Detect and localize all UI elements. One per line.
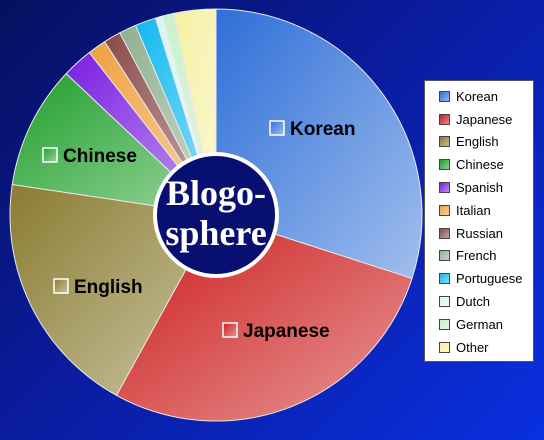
legend-swatch-other: [439, 341, 450, 353]
legend-item-french: French: [439, 245, 533, 268]
legend-item-korean: Korean: [439, 85, 533, 108]
legend-swatch-italian: [439, 204, 450, 216]
legend-swatch-german: [439, 318, 450, 330]
legend-item-german: German: [439, 313, 533, 336]
legend-label-korean: Korean: [456, 88, 498, 104]
legend-item-japanese: Japanese: [439, 108, 533, 131]
legend-swatch-french: [439, 250, 450, 262]
slice-label-korean: Korean: [290, 119, 355, 140]
legend-swatch-japanese: [439, 113, 450, 125]
legend-item-spanish: Spanish: [439, 176, 533, 199]
legend-swatch-chinese: [439, 159, 450, 171]
legend-swatch-portuguese: [439, 273, 450, 285]
legend-item-other: Other: [439, 336, 533, 359]
legend-item-dutch: Dutch: [439, 290, 533, 313]
legend-label-german: German: [456, 316, 503, 332]
legend-label-portuguese: Portuguese: [456, 271, 523, 287]
slice-label-swatch-japanese: [222, 322, 238, 338]
legend-label-spanish: Spanish: [456, 180, 503, 196]
legend-label-chinese: Chinese: [456, 157, 504, 173]
slice-label-chinese: Chinese: [63, 146, 137, 167]
legend-label-french: French: [456, 248, 497, 264]
slice-label-swatch-korean: [269, 120, 285, 136]
legend-item-portuguese: Portuguese: [439, 267, 533, 290]
legend-item-chinese: Chinese: [439, 153, 533, 176]
center-circle: [153, 152, 279, 278]
slice-labels: Korean Japanese English Chinese: [42, 119, 355, 342]
slice-label-swatch-chinese: [42, 147, 58, 163]
legend-swatch-dutch: [439, 296, 450, 308]
legend-swatch-russian: [439, 227, 450, 239]
legend-swatch-korean: [439, 90, 450, 102]
slice-label-japanese: Japanese: [243, 321, 330, 342]
legend-swatch-spanish: [439, 182, 450, 194]
legend-swatch-english: [439, 136, 450, 148]
center-label-line-2: sphere: [165, 213, 266, 253]
legend: Korean Japanese English Chinese Spanish Itali…: [424, 80, 534, 362]
legend-label-english: English: [456, 134, 499, 150]
legend-label-other: Other: [456, 339, 489, 355]
legend-label-japanese: Japanese: [456, 111, 513, 127]
center-label-line-1: Blogo-: [166, 173, 266, 213]
legend-item-italian: Italian: [439, 199, 533, 222]
slice-label-english: English: [74, 277, 143, 298]
legend-label-russian: Russian: [456, 225, 503, 241]
slice-label-swatch-english: [53, 278, 69, 294]
legend-label-dutch: Dutch: [456, 294, 490, 310]
legend-item-russian: Russian: [439, 222, 533, 245]
legend-label-italian: Italian: [456, 202, 491, 218]
legend-item-english: English: [439, 131, 533, 154]
